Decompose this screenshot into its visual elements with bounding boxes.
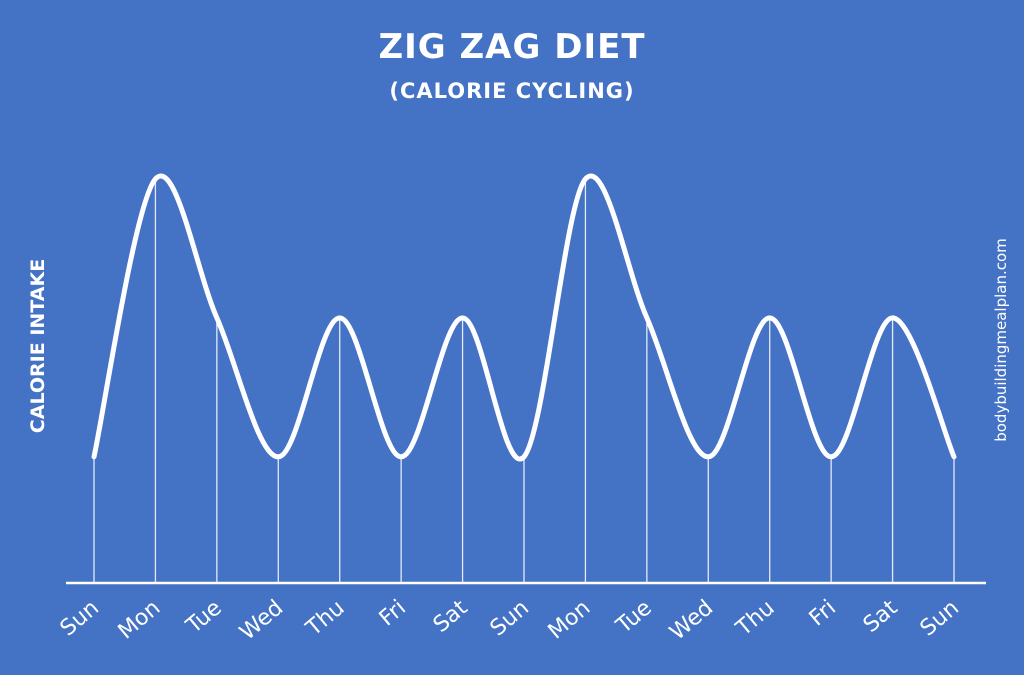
x-tick-label: Sun [486,595,534,641]
series-line [91,173,957,462]
x-tick-label: Thu [301,595,349,641]
chart-title: ZIG ZAG DIET [378,27,645,67]
x-tick-label: Mon [114,595,166,644]
x-tick-label: Sun [56,595,104,641]
x-tick-labels: Sun Mon Tue Wed Thu Fri Sat Sun Mon Tue Wed Thu Fri S… [56,595,964,645]
x-tick-label: Tue [611,595,657,639]
y-axis-label: CALORIE INTAKE [27,259,49,433]
watermark-text: bodybuildingmealplan.com [992,238,1010,442]
x-tick-label: Fri [805,595,841,631]
drop-lines [93,179,955,583]
x-tick-label: Mon [544,595,596,644]
x-tick-label: Wed [665,595,718,645]
x-tick-label: Thu [731,595,779,641]
x-tick-label: Sat [429,595,473,638]
x-tick-label: Wed [235,595,288,645]
x-tick-label: Sun [916,595,964,641]
x-tick-label: Sat [859,595,903,638]
x-tick-label: Fri [375,595,411,631]
x-tick-label: Tue [181,595,227,639]
chart-subtitle: (CALORIE CYCLING) [389,79,634,103]
